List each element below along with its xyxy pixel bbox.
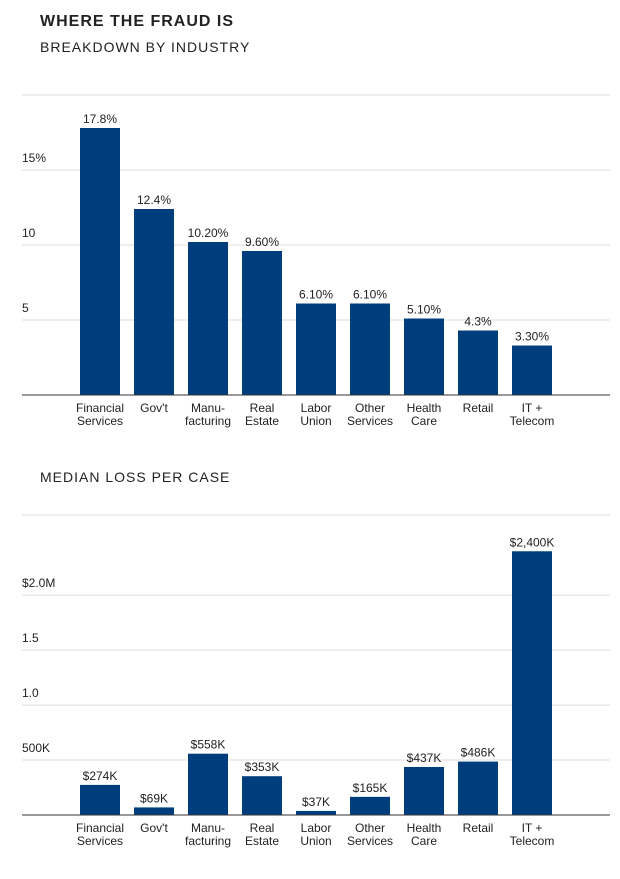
x-tick-label: Gov't (140, 401, 168, 415)
bar (512, 551, 552, 815)
value-label: $353K (245, 760, 280, 774)
x-tick-label: Financial Services (76, 401, 124, 428)
value-label: 5.10% (407, 303, 441, 317)
value-label: $165K (353, 781, 388, 795)
x-tick-label: Health Care (407, 821, 442, 848)
x-tick-label: Gov't (140, 821, 168, 835)
chart-title: WHERE THE FRAUD IS (40, 13, 234, 30)
x-tick-line: Other (355, 821, 385, 835)
x-tick-label: Labor Union (300, 401, 331, 428)
x-tick-label: Retail (463, 821, 494, 835)
x-tick-line: facturing (185, 414, 231, 428)
x-tick-label: IT + Telecom (510, 401, 555, 428)
y-tick-label: 1.0 (22, 686, 39, 700)
x-tick-line: Real (250, 821, 275, 835)
x-tick-line: Labor (301, 821, 332, 835)
x-tick-line: Care (411, 414, 437, 428)
value-label: $2,400K (510, 535, 555, 549)
x-tick-label: Retail (463, 401, 494, 415)
x-tick-line: Telecom (510, 414, 555, 428)
value-label: 6.10% (353, 288, 387, 302)
value-label: 17.8% (83, 112, 117, 126)
bar (80, 128, 120, 395)
bar (350, 303, 390, 395)
x-tick-label: Labor Union (300, 821, 331, 848)
x-tick-line: Health (407, 821, 442, 835)
bar (350, 796, 390, 815)
x-tick-line: Financial (76, 821, 124, 835)
x-tick-line: Other (355, 401, 385, 415)
bar (188, 242, 228, 395)
y-tick-label: 10 (22, 226, 36, 240)
x-tick-label: Financial Services (76, 821, 124, 848)
x-tick-label: Manu-facturing (185, 401, 231, 428)
x-tick-label: Real Estate (245, 401, 279, 428)
x-tick-label: Other Services (347, 821, 393, 848)
x-tick-line: Retail (463, 821, 494, 835)
bar (458, 761, 498, 815)
x-tick-line: Real (250, 401, 275, 415)
value-label: 4.3% (464, 315, 492, 329)
x-tick-line: Gov't (140, 821, 168, 835)
bar (242, 251, 282, 395)
x-tick-line: Health (407, 401, 442, 415)
value-label: $274K (83, 769, 118, 783)
value-label: $486K (461, 746, 496, 760)
y-tick-label: 500K (22, 741, 50, 755)
y-tick-label: 5 (22, 301, 29, 315)
x-tick-line: Services (77, 414, 123, 428)
x-tick-label: Other Services (347, 401, 393, 428)
x-tick-line: Estate (245, 834, 279, 848)
x-tick-label: Real Estate (245, 821, 279, 848)
x-tick-line: facturing (185, 834, 231, 848)
x-tick-line: Services (77, 834, 123, 848)
x-tick-line: IT + (522, 821, 543, 835)
value-label: $69K (140, 791, 168, 805)
bar (242, 776, 282, 815)
bar (458, 330, 498, 395)
bar (188, 753, 228, 815)
value-label: $437K (407, 751, 442, 765)
x-tick-line: Manu- (191, 821, 225, 835)
x-tick-line: Services (347, 414, 393, 428)
bar (134, 807, 174, 815)
x-tick-line: Services (347, 834, 393, 848)
y-tick-label: 15% (22, 151, 46, 165)
x-tick-line: IT + (522, 401, 543, 415)
x-tick-line: Gov't (140, 401, 168, 415)
bar (404, 766, 444, 815)
x-tick-line: Financial (76, 401, 124, 415)
x-tick-line: Union (300, 834, 331, 848)
x-tick-label: IT + Telecom (510, 821, 555, 848)
x-tick-label: Health Care (407, 401, 442, 428)
bar (134, 209, 174, 395)
value-label: 6.10% (299, 288, 333, 302)
value-label: $37K (302, 795, 330, 809)
x-tick-line: Labor (301, 401, 332, 415)
chart-title: MEDIAN LOSS PER CASE (40, 469, 230, 485)
y-tick-label: $2.0M (22, 576, 55, 590)
x-tick-line: Manu- (191, 401, 225, 415)
value-label: 12.4% (137, 193, 171, 207)
value-label: 3.30% (515, 330, 549, 344)
bar (512, 345, 552, 395)
x-tick-line: Care (411, 834, 437, 848)
value-label: 9.60% (245, 235, 279, 249)
x-tick-line: Union (300, 414, 331, 428)
x-tick-line: Estate (245, 414, 279, 428)
bar (296, 303, 336, 395)
value-label: $558K (191, 738, 226, 752)
y-tick-label: 1.5 (22, 631, 39, 645)
bar (296, 810, 336, 815)
bar (404, 318, 444, 395)
x-tick-label: Manu-facturing (185, 821, 231, 848)
value-label: 10.20% (188, 226, 229, 240)
x-tick-line: Telecom (510, 834, 555, 848)
bar (80, 784, 120, 815)
x-tick-line: Retail (463, 401, 494, 415)
chart-subtitle: BREAKDOWN BY INDUSTRY (40, 39, 250, 55)
